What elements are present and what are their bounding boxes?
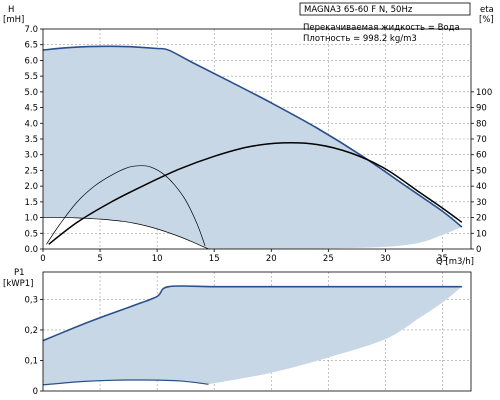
h-tick-label: 4.5 bbox=[24, 104, 38, 114]
eta-tick-label: 40 bbox=[476, 182, 487, 192]
h-tick-label: 5.5 bbox=[24, 72, 38, 82]
eta-tick-label: 30 bbox=[476, 198, 487, 208]
eta-tick-label: 10 bbox=[476, 229, 487, 239]
density-note: Плотность = 998.2 kg/m3 bbox=[303, 34, 417, 44]
head-chart: 0 5 10 15 20 25 30 35 0.0 0.5 1.0 1.5 2.0 2.5 3.0 3.5 4… bbox=[3, 2, 494, 267]
fluid-note: Перекачиваемая жидкость = Вода bbox=[303, 23, 460, 33]
power-area bbox=[43, 285, 462, 385]
power-chart: 0 0,1 0,2 0,3 P1 [kWP1] bbox=[3, 268, 472, 397]
x-axis-ticks: 0 5 10 15 20 25 30 35 bbox=[40, 249, 448, 264]
x-tick-label: 30 bbox=[380, 254, 391, 264]
h-tick-label: 3.0 bbox=[24, 151, 38, 161]
p1-tick-label: 0,1 bbox=[24, 356, 38, 366]
h-tick-label: 5.0 bbox=[24, 88, 38, 98]
h-tick-label: 1.0 bbox=[24, 214, 38, 224]
h-tick-label: 0.0 bbox=[24, 245, 38, 255]
x-tick-label: 5 bbox=[97, 254, 102, 264]
power-max-curve bbox=[42, 285, 462, 342]
p1-axis-unit: [kWP1] bbox=[3, 279, 34, 289]
x-tick-label: 10 bbox=[152, 254, 163, 264]
h-tick-label: 1.5 bbox=[24, 198, 38, 208]
h-axis-ticks: 0.0 0.5 1.0 1.5 2.0 2.5 3.0 3.5 4.0 4.5 5.0 5.5 6.0 6… bbox=[24, 25, 43, 255]
eta-tick-label: 70 bbox=[476, 135, 487, 145]
x-tick-label: 0 bbox=[40, 254, 45, 264]
h-tick-label: 2.5 bbox=[24, 166, 38, 176]
eta-tick-label: 50 bbox=[476, 166, 487, 176]
p1-tick-label: 0,3 bbox=[24, 295, 38, 305]
head-chart-curves bbox=[42, 45, 463, 250]
h-axis-unit: [mH] bbox=[3, 15, 24, 25]
h-tick-label: 4.0 bbox=[24, 119, 38, 129]
h-tick-label: 7.0 bbox=[24, 25, 38, 35]
power-min-curve bbox=[42, 379, 209, 386]
power-chart-curves bbox=[42, 285, 462, 386]
eta-tick-label: 60 bbox=[476, 151, 487, 161]
power-chart-frame bbox=[42, 271, 472, 392]
efficiency-min-curve bbox=[46, 165, 206, 246]
p1-tick-label: 0,2 bbox=[24, 326, 38, 336]
p1-axis-label: P1 bbox=[14, 268, 25, 278]
eta-tick-label: 80 bbox=[476, 119, 487, 129]
h-tick-label: 0.5 bbox=[24, 229, 38, 239]
h-tick-label: 6.0 bbox=[24, 56, 38, 66]
eta-tick-label: 90 bbox=[476, 104, 487, 114]
p1-tick-label: 0 bbox=[33, 387, 38, 397]
x-tick-label: 15 bbox=[209, 254, 220, 264]
eta-tick-label: 0 bbox=[476, 245, 481, 255]
h-tick-label: 6.5 bbox=[24, 41, 38, 51]
h-tick-label: 3.5 bbox=[24, 135, 38, 145]
max-head-curve bbox=[42, 45, 463, 228]
p1-axis-ticks: 0 0,1 0,2 0,3 bbox=[24, 295, 43, 397]
x-tick-label: 20 bbox=[266, 254, 277, 264]
eta-tick-label: 100 bbox=[476, 88, 492, 98]
efficiency-max-curve bbox=[48, 142, 463, 245]
h-tick-label: 2.0 bbox=[24, 182, 38, 192]
eta-axis-label: eta bbox=[480, 5, 494, 15]
pump-title: MAGNA3 65-60 F N, 50Hz bbox=[304, 5, 413, 15]
pump-title-box bbox=[299, 2, 471, 16]
eta-axis-ticks: 0 10 20 30 40 50 60 70 80 90 100 bbox=[471, 88, 492, 255]
operating-area bbox=[43, 46, 462, 250]
h-axis-label: H bbox=[8, 5, 14, 15]
x-tick-label: 35 bbox=[437, 254, 448, 264]
eta-tick-label: 20 bbox=[476, 214, 487, 224]
x-tick-label: 25 bbox=[323, 254, 334, 264]
q-axis-label: Q [m3/h] bbox=[436, 257, 474, 267]
eta-axis-unit: [%] bbox=[479, 15, 494, 25]
min-head-curve bbox=[42, 217, 209, 250]
